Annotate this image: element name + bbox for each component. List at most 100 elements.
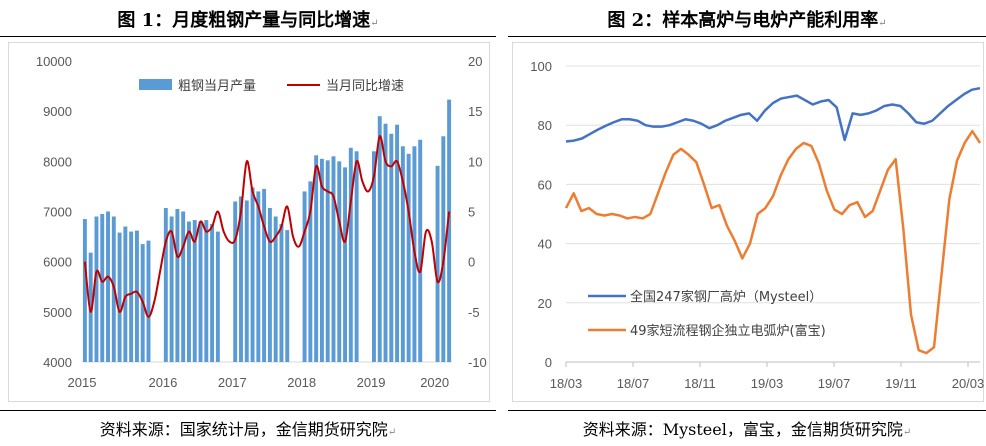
bar <box>383 123 388 362</box>
y2-tick-label: -5 <box>468 305 480 320</box>
x-tick-label: 2019 <box>357 375 386 390</box>
bar <box>163 207 168 362</box>
legend-label: 当月同比增速 <box>326 79 404 94</box>
figure-2-panel: 图 2：样本高炉与电炉产能利用率↵ 100 80 60 40 20 0 18/03 18/07… <box>508 0 986 446</box>
x-tick-label: 18/11 <box>684 376 716 391</box>
bar <box>325 160 330 362</box>
bar <box>100 214 105 362</box>
bar <box>418 139 423 362</box>
growth-line <box>83 135 451 318</box>
x-tick-label: 2016 <box>148 375 177 390</box>
production-chart: 1000090008000700060005000400020151050-5-… <box>36 54 487 390</box>
x-tick-label: 2018 <box>287 375 316 390</box>
bar <box>348 147 353 362</box>
y-tick-label: 60 <box>538 177 552 192</box>
paragraph-mark-icon: ↵ <box>387 427 397 438</box>
y-tick-label: 0 <box>545 355 552 370</box>
y-tick-label: 10000 <box>36 54 72 69</box>
legend-label: 49家短流程钢企独立电弧炉(富宝) <box>630 323 826 339</box>
source-rule <box>0 410 496 411</box>
bar <box>447 99 452 363</box>
y2-tick-label: 15 <box>468 104 482 119</box>
bar <box>343 167 348 362</box>
chart-title-text: 图 1：月度粗钢产量与同比增速 <box>117 10 371 31</box>
bar <box>186 221 191 362</box>
bar <box>123 226 128 362</box>
bar <box>94 216 99 362</box>
y2-tick-label: -10 <box>468 355 487 370</box>
bar <box>308 181 313 362</box>
blast-furnace-line <box>565 86 981 143</box>
chart-title-text: 图 2：样本高炉与电炉产能利用率 <box>607 10 879 31</box>
bar <box>239 196 243 362</box>
figure-1-panel: 图 1：月度粗钢产量与同比增速↵ 10000 9000 8000 7000 6000 50… <box>0 6 496 440</box>
bar <box>129 231 134 362</box>
bar <box>134 230 139 362</box>
source-text: 资料来源：国家统计局，金信期货研究院 <box>99 420 388 439</box>
x-tick-label: 20/03 <box>952 376 985 391</box>
legend-swatch-bars <box>139 79 172 90</box>
bar <box>267 207 272 362</box>
y-tick-label: 40 <box>538 237 552 252</box>
bar <box>435 165 440 362</box>
y-tick-label: 9000 <box>43 104 72 119</box>
bar <box>175 208 180 362</box>
chart-frame <box>512 42 984 402</box>
y2-tick-label: 20 <box>468 54 482 69</box>
bar <box>302 191 307 362</box>
x-tick-label: 19/07 <box>818 376 851 391</box>
x-tick-label: 2015 <box>68 375 97 390</box>
bar <box>210 224 215 362</box>
bar <box>331 156 336 362</box>
y-tick-label: 8000 <box>43 154 72 169</box>
bar <box>88 252 93 362</box>
bar <box>314 155 319 362</box>
y-tick-label: 80 <box>538 118 552 133</box>
bar <box>377 116 382 362</box>
x-tick-label: 2020 <box>420 375 449 390</box>
source-rule <box>508 410 986 411</box>
bar <box>285 230 290 362</box>
bar <box>192 220 197 362</box>
bar <box>273 216 278 362</box>
y-tick-label: 100 <box>530 59 552 74</box>
y-tick-label: 20 <box>538 296 552 311</box>
bar <box>371 151 376 362</box>
y2-tick-label: 0 <box>468 255 475 270</box>
x-tick-label: 18/03 <box>550 376 583 391</box>
y2-tick-label: 5 <box>468 205 475 220</box>
chart-title: 图 2：样本高炉与电炉产能利用率↵ <box>508 6 986 32</box>
title-rule <box>508 36 986 37</box>
bar <box>117 232 122 362</box>
y-tick-label: 6000 <box>43 255 72 270</box>
chart-frame <box>8 42 490 402</box>
bar <box>337 161 342 362</box>
x-tick-label: 2017 <box>218 375 247 390</box>
bar <box>400 146 405 362</box>
paragraph-mark-icon: ↵ <box>878 18 887 29</box>
chart-title: 图 1：月度粗钢产量与同比增速↵ <box>0 6 496 32</box>
x-tick-label: 19/03 <box>751 376 784 391</box>
bar <box>82 219 87 362</box>
bar <box>146 240 151 362</box>
bar <box>250 187 255 362</box>
utilization-chart: 100 80 60 40 20 0 18/03 18/07 18/11 19/03 19/07 19/… <box>530 59 985 391</box>
paragraph-mark-icon: ↵ <box>370 18 379 29</box>
source-note: 资料来源：Mysteel，富宝，金信期货研究院↵ <box>508 416 986 440</box>
x-tick-label: 18/07 <box>617 376 650 391</box>
bar <box>441 136 446 362</box>
bar <box>406 153 411 362</box>
legend-label: 粗钢当月产量 <box>178 79 256 94</box>
bar <box>198 221 203 362</box>
source-note: 资料来源：国家统计局，金信期货研究院↵ <box>0 416 496 440</box>
y2-tick-label: 10 <box>468 154 482 169</box>
paragraph-mark-icon: ↵ <box>902 427 912 438</box>
bar <box>169 216 174 362</box>
x-tick-label: 19/11 <box>885 376 917 391</box>
y-tick-label: 7000 <box>43 205 72 220</box>
y-tick-label: 4000 <box>43 355 72 370</box>
y-tick-label: 5000 <box>43 305 72 320</box>
source-text: 资料来源：Mysteel，富宝，金信期货研究院 <box>582 420 903 439</box>
legend-label: 全国247家钢厂高炉（Mysteel） <box>630 289 822 305</box>
bar <box>354 151 359 362</box>
